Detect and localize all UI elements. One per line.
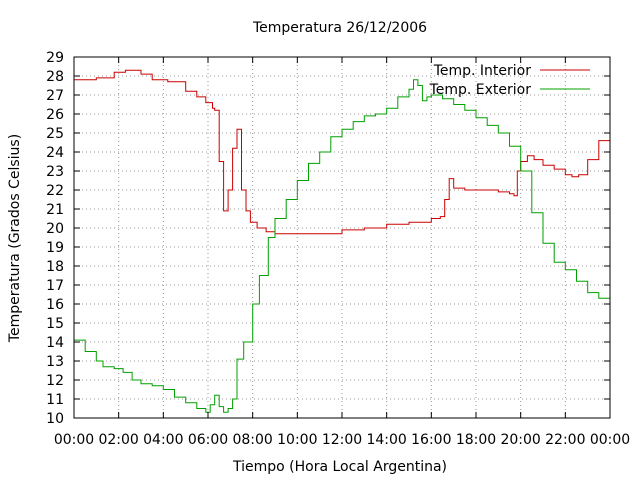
x-tick-label: 12:00 [322,432,362,448]
x-tick-label: 00:00 [590,432,630,448]
x-tick-label: 04:00 [143,432,183,448]
chart-title: Temperatura 26/12/2006 [252,20,427,36]
y-axis-label: Temperatura (Grados Celsius) [7,134,23,343]
x-tick-label: 14:00 [366,432,406,448]
x-tick-label: 22:00 [545,432,585,448]
series-layer [74,69,611,413]
x-tick-label: 02:00 [98,432,138,448]
y-tick-label: 18 [46,259,64,275]
y-tick-label: 17 [46,278,64,294]
legend-label: Temp. Interior [433,63,532,79]
y-tick-label: 12 [46,373,64,389]
y-tick-label: 11 [46,392,64,408]
x-tick-label: 10:00 [277,432,317,448]
y-tick-label: 26 [46,107,64,123]
y-tick-label: 19 [46,240,64,256]
y-tick-label: 22 [46,183,64,199]
y-tick-label: 28 [46,69,64,85]
grid [74,57,610,418]
legend-label: Temp. Exterior [429,82,532,98]
y-tick-label: 29 [46,50,64,66]
x-tick-label: 00:00 [54,432,94,448]
y-tick-label: 10 [46,411,64,427]
y-tick-label: 24 [46,145,64,161]
y-tick-label: 15 [46,316,64,332]
x-tick-label: 18:00 [456,432,496,448]
series-line-exterior [74,79,611,413]
y-tick-label: 27 [46,88,64,104]
y-tick-label: 21 [46,202,64,218]
y-tick-label: 25 [46,126,64,142]
x-tick-label: 08:00 [232,432,272,448]
x-axis-label: Tiempo (Hora Local Argentina) [232,459,447,475]
y-tick-label: 20 [46,221,64,237]
legend: Temp. Interior Temp. Exterior [429,63,590,98]
y-tick-label: 23 [46,164,64,180]
x-tick-label: 20:00 [500,432,540,448]
series-line-interior [74,69,611,235]
x-tick-label: 06:00 [188,432,228,448]
y-tick-label: 14 [46,335,64,351]
y-tick-label: 16 [46,297,64,313]
y-tick-label: 13 [46,354,64,370]
ticks: 10 11 12 13 14 15 16 17 18 19 20 21 22 23 24 25 26 27 28 29… [46,50,630,448]
x-tick-label: 16:00 [411,432,451,448]
